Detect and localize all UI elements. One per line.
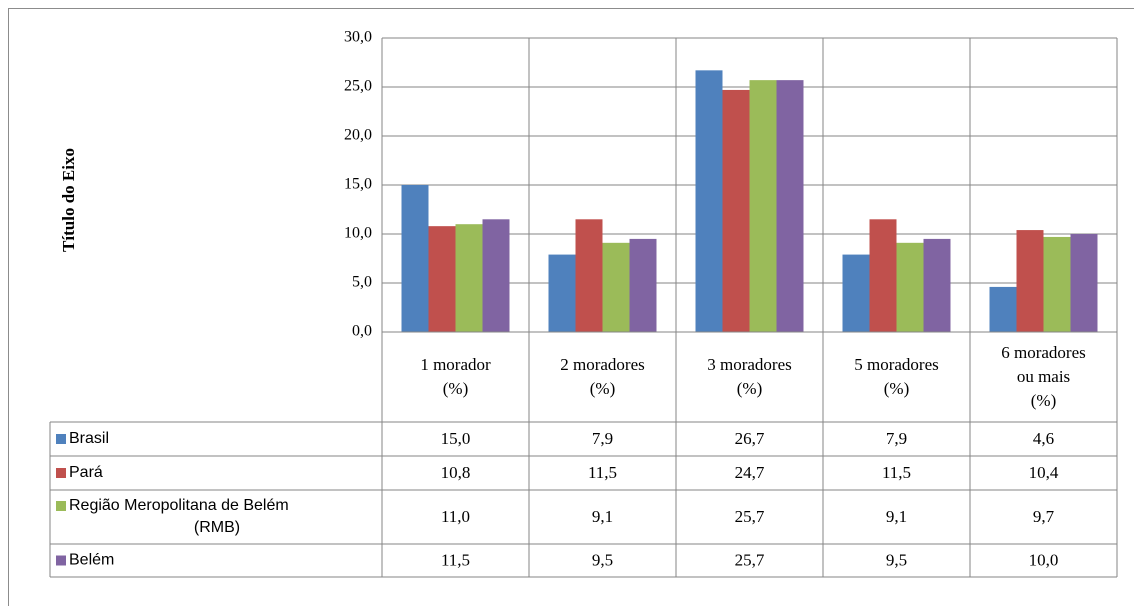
bar [602, 242, 630, 332]
bar [896, 242, 924, 332]
table-cell: 4,6 [1033, 429, 1054, 448]
bar [989, 286, 1017, 332]
bar [401, 185, 429, 332]
table-cell: 9,5 [592, 550, 613, 569]
y-tick-label: 0,0 [352, 323, 372, 340]
table-cell: 11,5 [882, 463, 911, 482]
category-label-line: 1 morador [420, 355, 491, 374]
series-label: Brasil [69, 430, 109, 447]
y-tick-label: 30,0 [344, 29, 372, 46]
bar [1016, 230, 1044, 332]
table-cell: 9,5 [886, 550, 907, 569]
series-label-line: Pará [69, 464, 103, 481]
bar [455, 224, 483, 332]
table-cell: 11,5 [588, 463, 617, 482]
bar [869, 219, 897, 332]
category-label: 5 moradores (%) [854, 355, 939, 398]
series-label-line: Brasil [69, 430, 109, 447]
category-label: 3 moradores (%) [707, 355, 792, 398]
table-cell: 9,1 [592, 507, 613, 526]
category-label: 1 morador (%) [420, 355, 491, 398]
bar [1043, 236, 1071, 332]
table-cell: 26,7 [735, 429, 765, 448]
y-tick-label: 5,0 [352, 274, 372, 291]
bar [923, 238, 951, 332]
series-label-line: Belém [69, 552, 114, 569]
data-table: 1 morador (%) 2 moradores (%) 3 moradores (%)… [49, 38, 1118, 578]
category-label-line: 3 moradores [707, 355, 792, 374]
table-cell: 11,0 [441, 507, 470, 526]
category-label: 6 moradores ou mais (%) [1001, 343, 1086, 410]
legend-key [56, 555, 66, 566]
bar [749, 80, 777, 332]
y-tick-label: 15,0 [344, 176, 372, 193]
bar [629, 238, 657, 332]
category-label-line: 6 moradores [1001, 343, 1086, 362]
bar [722, 89, 750, 332]
bar [548, 254, 576, 332]
legend-key [56, 468, 66, 478]
table-cell: 15,0 [441, 429, 471, 448]
legend-key [56, 501, 66, 511]
y-tick-label: 25,0 [344, 78, 372, 95]
legend-key [56, 434, 66, 444]
bar [776, 80, 804, 332]
series-label: Pará [69, 464, 103, 481]
table-cell: 10,4 [1029, 463, 1059, 482]
table-cell: 11,5 [441, 550, 470, 569]
bar [695, 70, 723, 332]
category-label-line: (%) [1031, 391, 1056, 410]
table-cell: 10,0 [1029, 550, 1059, 569]
y-axis-title: Título do Eixo [59, 148, 78, 252]
category-label-line: (%) [737, 379, 762, 398]
category-label: 2 moradores (%) [560, 355, 645, 398]
category-label-line: 2 moradores [560, 355, 645, 374]
table-cell: 25,7 [735, 550, 765, 569]
series-label-line: Região Meropolitana de Belém [69, 497, 289, 514]
category-label-line: 5 moradores [854, 355, 939, 374]
table-cell: 10,8 [441, 463, 471, 482]
chart-frame [8, 8, 1134, 606]
series-label: Belém [69, 552, 114, 569]
series-label: Região Meropolitana de Belém (RMB) [69, 497, 289, 536]
bar [575, 219, 603, 332]
table-cell: 9,1 [886, 507, 907, 526]
y-tick-label: 20,0 [344, 127, 372, 144]
y-tick-label: 10,0 [344, 225, 372, 242]
bar [482, 219, 510, 332]
table-cell: 7,9 [592, 429, 613, 448]
category-label-line: ou mais [1017, 367, 1070, 386]
table-cell: 7,9 [886, 429, 907, 448]
series-label-line: (RMB) [194, 519, 240, 536]
category-label-line: (%) [884, 379, 909, 398]
category-label-line: (%) [590, 379, 615, 398]
y-tick-labels: 0,0 5,0 10,0 15,0 20,0 25,0 30,0 [344, 29, 372, 340]
bars [401, 70, 1098, 332]
bar [842, 254, 870, 332]
table-cell: 25,7 [735, 507, 765, 526]
category-label-line: (%) [443, 379, 468, 398]
table-cell: 9,7 [1033, 507, 1055, 526]
bar [1070, 234, 1098, 332]
table-cell: 24,7 [735, 463, 765, 482]
bar [428, 226, 456, 332]
